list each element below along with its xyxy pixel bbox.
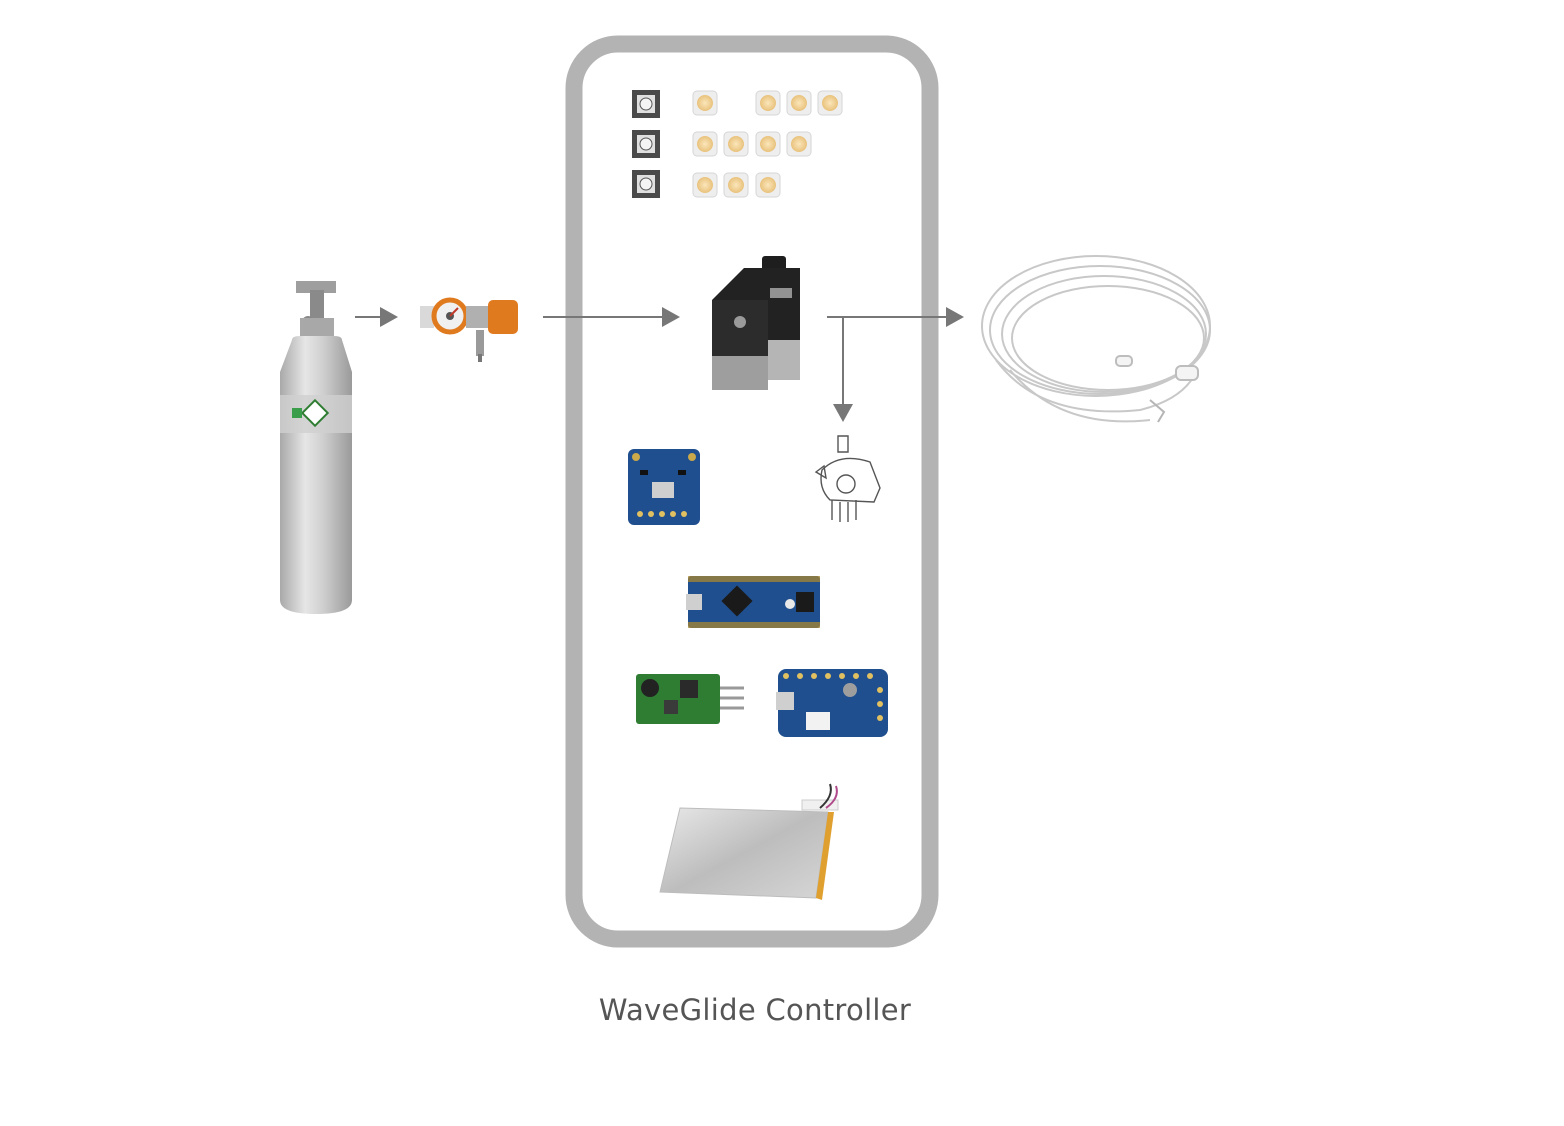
power-module-icon: [636, 674, 744, 724]
led-icon: [755, 131, 781, 157]
push-button-icon: [632, 90, 660, 118]
led-icon: [755, 90, 781, 116]
controller-enclosure: [565, 35, 939, 948]
led-icon: [692, 90, 718, 116]
regulator-icon: [420, 297, 518, 362]
gas-cylinder-icon: [280, 281, 352, 614]
diagram-caption: WaveGlide Controller: [598, 993, 912, 1027]
led-array: [692, 90, 843, 198]
led-icon: [755, 172, 781, 198]
battery-icon: [659, 783, 839, 900]
push-buttons: [632, 90, 660, 198]
pcb-sensor-icon: [628, 449, 700, 525]
led-icon: [786, 131, 812, 157]
charger-board-icon: [776, 669, 888, 737]
push-button-icon: [632, 170, 660, 198]
led-icon: [692, 131, 718, 157]
pressure-sensor-icon: [814, 435, 881, 522]
led-icon: [723, 172, 749, 198]
led-icon: [817, 90, 843, 116]
push-button-icon: [632, 130, 660, 158]
led-icon: [692, 172, 718, 198]
solenoid-valve-icon: [712, 256, 800, 390]
led-icon: [723, 131, 749, 157]
microcontroller-board-icon: [686, 576, 820, 628]
led-icon: [786, 90, 812, 116]
nasal-cannula-icon: [981, 255, 1211, 423]
